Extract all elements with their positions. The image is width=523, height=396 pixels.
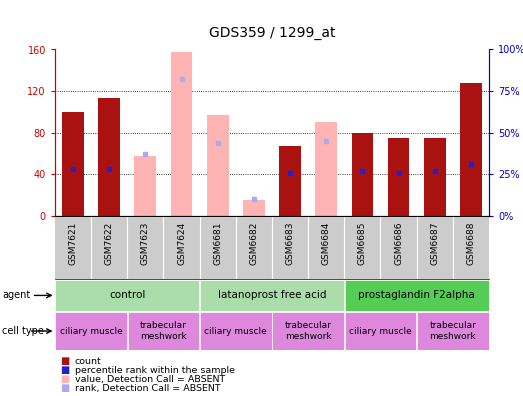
Bar: [345, 312, 416, 350]
Text: GSM6686: GSM6686: [394, 222, 403, 265]
Text: GDS359 / 1299_at: GDS359 / 1299_at: [209, 26, 335, 40]
Bar: [351, 133, 373, 216]
Text: GSM6684: GSM6684: [322, 222, 331, 265]
Text: rank, Detection Call = ABSENT: rank, Detection Call = ABSENT: [75, 384, 220, 393]
Text: cell type: cell type: [2, 326, 44, 336]
Bar: [243, 200, 265, 216]
Bar: [134, 156, 156, 216]
Text: GSM6683: GSM6683: [286, 222, 294, 265]
Text: GSM6681: GSM6681: [213, 222, 222, 265]
Text: GSM6682: GSM6682: [249, 222, 258, 265]
Bar: [200, 280, 344, 311]
Text: ciliary muscle: ciliary muscle: [349, 327, 412, 335]
Text: latanoprost free acid: latanoprost free acid: [218, 290, 326, 301]
Bar: [460, 83, 482, 216]
Text: trabecular
meshwork: trabecular meshwork: [429, 322, 476, 341]
Text: percentile rank within the sample: percentile rank within the sample: [75, 366, 235, 375]
Bar: [272, 312, 344, 350]
Text: ■: ■: [60, 383, 70, 394]
Bar: [279, 146, 301, 216]
Text: ■: ■: [60, 365, 70, 375]
Text: count: count: [75, 357, 101, 366]
Bar: [170, 51, 192, 216]
Text: agent: agent: [2, 290, 30, 301]
Text: ciliary muscle: ciliary muscle: [60, 327, 122, 335]
Bar: [424, 138, 446, 216]
Bar: [62, 112, 84, 216]
Text: control: control: [109, 290, 145, 301]
Text: GSM7624: GSM7624: [177, 222, 186, 265]
Text: GSM6688: GSM6688: [467, 222, 475, 265]
Bar: [98, 98, 120, 216]
Bar: [200, 312, 271, 350]
Text: prostaglandin F2alpha: prostaglandin F2alpha: [358, 290, 475, 301]
Text: GSM6687: GSM6687: [430, 222, 439, 265]
Bar: [207, 115, 229, 216]
Text: ■: ■: [60, 374, 70, 385]
Text: trabecular
meshwork: trabecular meshwork: [140, 322, 187, 341]
Text: trabecular
meshwork: trabecular meshwork: [285, 322, 332, 341]
Bar: [55, 280, 199, 311]
Bar: [315, 122, 337, 216]
Bar: [345, 280, 488, 311]
Bar: [417, 312, 488, 350]
Bar: [128, 312, 199, 350]
Text: GSM7623: GSM7623: [141, 222, 150, 265]
Text: GSM7622: GSM7622: [105, 222, 113, 265]
Text: ■: ■: [60, 356, 70, 366]
Bar: [55, 312, 127, 350]
Text: GSM6685: GSM6685: [358, 222, 367, 265]
Text: ciliary muscle: ciliary muscle: [204, 327, 267, 335]
Bar: [388, 138, 410, 216]
Text: value, Detection Call = ABSENT: value, Detection Call = ABSENT: [75, 375, 225, 384]
Text: GSM7621: GSM7621: [69, 222, 77, 265]
